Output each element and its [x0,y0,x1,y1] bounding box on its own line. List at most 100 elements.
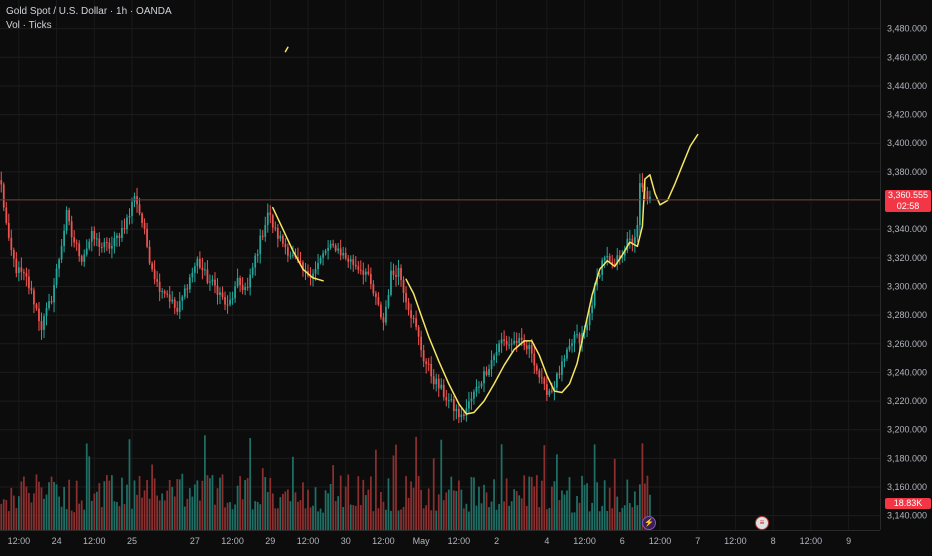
candle-body [317,262,319,269]
volume-bar [380,491,382,530]
volume-bar [121,477,123,530]
volume-bar [442,500,445,530]
candle-body [405,293,407,303]
volume-bar [143,490,146,530]
candle-body [0,180,3,185]
chart-area[interactable]: Gold Spot / U.S. Dollar · 1h · OANDA Vol… [0,0,880,530]
candle-body [347,258,350,262]
candle-body [425,361,428,364]
candle-body [186,288,189,290]
candle-body [58,259,60,269]
volume-bar [161,493,164,530]
volume-bar [357,476,360,530]
candle-body [276,227,279,239]
candle-body [611,261,614,265]
candle-body [219,292,221,295]
projection-curve [405,133,699,415]
candle-body [523,339,526,346]
volume-bar [206,475,209,530]
price-tick-label: 3,200.000 [887,425,927,435]
projection-curve [272,206,324,282]
volume-bar [405,476,407,530]
candle-body [289,255,292,257]
volume-bar [510,501,513,530]
volume-bar [279,497,282,530]
candle-body [608,256,611,262]
candle-body [518,337,521,344]
candle-body [432,376,435,385]
lightning-icon[interactable]: ⚡ [642,516,656,530]
candle-body [385,306,387,323]
symbol-legend[interactable]: Gold Spot / U.S. Dollar · 1h · OANDA [6,6,172,17]
volume-bar [302,482,304,530]
candle-body [241,285,244,291]
volume-bar [644,483,646,530]
candle-body [566,349,568,359]
candle-body [153,269,156,280]
volume-bar [420,489,423,530]
candle-body [364,271,367,275]
volume-bar [578,502,581,530]
candle-body [322,253,324,258]
candle-body [468,401,470,409]
price-tick-label: 3,440.000 [887,81,927,91]
volume-bar [10,487,13,530]
candle-body [138,204,141,214]
candle-body [80,256,83,262]
volume-bar [25,486,28,530]
volume-bar [488,507,490,530]
volume-bar [452,490,455,530]
volume-bar [483,484,485,530]
volume-bar [266,492,269,530]
candle-body [158,281,161,292]
volume-bar [95,491,98,530]
volume-bar [73,512,76,530]
candle-body [498,343,500,353]
candle-body [2,184,5,208]
volume-bar [12,495,15,530]
candle-body [90,230,93,242]
volume-bar [38,481,40,530]
candle-body [143,222,146,229]
price-tick-label: 3,280.000 [887,310,927,320]
candle-body [55,268,58,285]
candle-body [483,371,485,384]
volume-bar [98,483,101,530]
candle-body [392,270,395,275]
volume-bar [261,468,264,530]
volume-bar [508,505,511,530]
volume-bar [249,438,252,530]
candle-body [231,298,234,300]
volume-bar [367,489,370,530]
candle-body [28,276,30,289]
price-axis[interactable]: 3,140.000 3,160.000 3,180.000 3,200.000 3,22… [880,0,932,530]
us-flag-icon[interactable]: ≡ [755,516,769,530]
time-axis[interactable]: 12:00 24 12:00 25 27 12:00 29 12:00 30 12:00 May 12… [0,530,880,551]
candle-body [561,361,563,375]
volume-bar [2,499,5,530]
candle-body [53,284,55,303]
volume-bar [58,496,60,530]
candle-body [191,272,194,278]
candle-body [447,400,450,402]
volume-bar [239,476,241,530]
volume-bar [236,485,239,530]
candle-body [623,250,626,256]
candle-body [88,241,91,249]
volume-bar [63,486,65,530]
volume-legend[interactable]: Vol · Ticks [6,20,52,31]
volume-bar [209,478,211,530]
candle-body [312,273,314,278]
volume-bar [123,503,126,530]
candle-body [148,246,151,264]
volume-bar [553,481,556,530]
candle-body [535,365,538,371]
price-chart[interactable] [0,0,880,530]
volume-bars [0,435,651,530]
price-tick-label: 3,460.000 [887,52,927,62]
volume-bar [636,505,639,530]
volume-bar [375,449,377,530]
volume-bar [256,501,259,530]
volume-bar [571,512,573,530]
volume-bar [402,506,405,530]
